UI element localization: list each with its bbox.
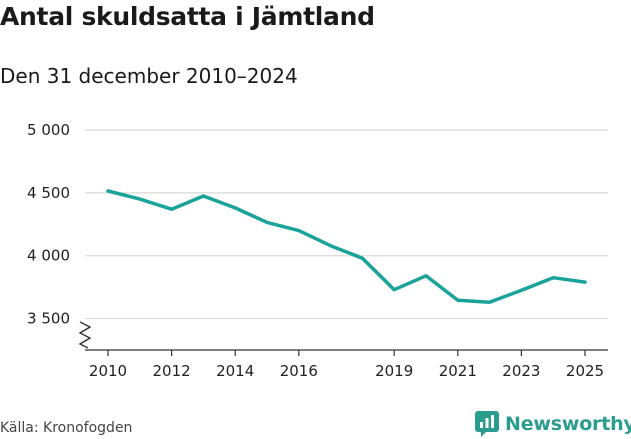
x-tick-label: 2014 (216, 362, 254, 380)
x-tick-label: 2010 (89, 362, 127, 380)
chart-subtitle: Den 31 december 2010–2024 (0, 64, 298, 88)
x-tick-label: 2023 (502, 362, 540, 380)
y-tick-label: 3 500 (27, 310, 70, 328)
y-tick-label: 5 000 (27, 121, 70, 139)
axis-break-icon (78, 321, 92, 349)
gridlines (85, 129, 608, 320)
chart-title: Antal skuldsatta i Jämtland (0, 2, 375, 31)
x-tick-label: 2021 (439, 362, 477, 380)
newsworthy-logo-icon (475, 411, 499, 437)
x-tick-label: 2012 (153, 362, 191, 380)
x-axis-ticks: 2010 2012 2014 2016 2019 2021 2023 2025 (89, 350, 604, 380)
series-layer (106, 189, 587, 304)
brand-logo[interactable]: Newsworthy (475, 409, 631, 439)
x-tick-label: 2025 (566, 362, 604, 380)
y-tick-label: 4 000 (27, 247, 70, 265)
series-line (106, 189, 587, 304)
brand-name: Newsworthy (505, 413, 631, 435)
y-axis-ticks: 3 500 4 000 4 500 5 000 (27, 121, 70, 328)
x-tick-label: 2019 (375, 362, 413, 380)
source-note: Källa: Kronofogden (0, 420, 133, 436)
y-tick-label: 4 500 (27, 184, 70, 202)
x-tick-label: 2016 (280, 362, 318, 380)
